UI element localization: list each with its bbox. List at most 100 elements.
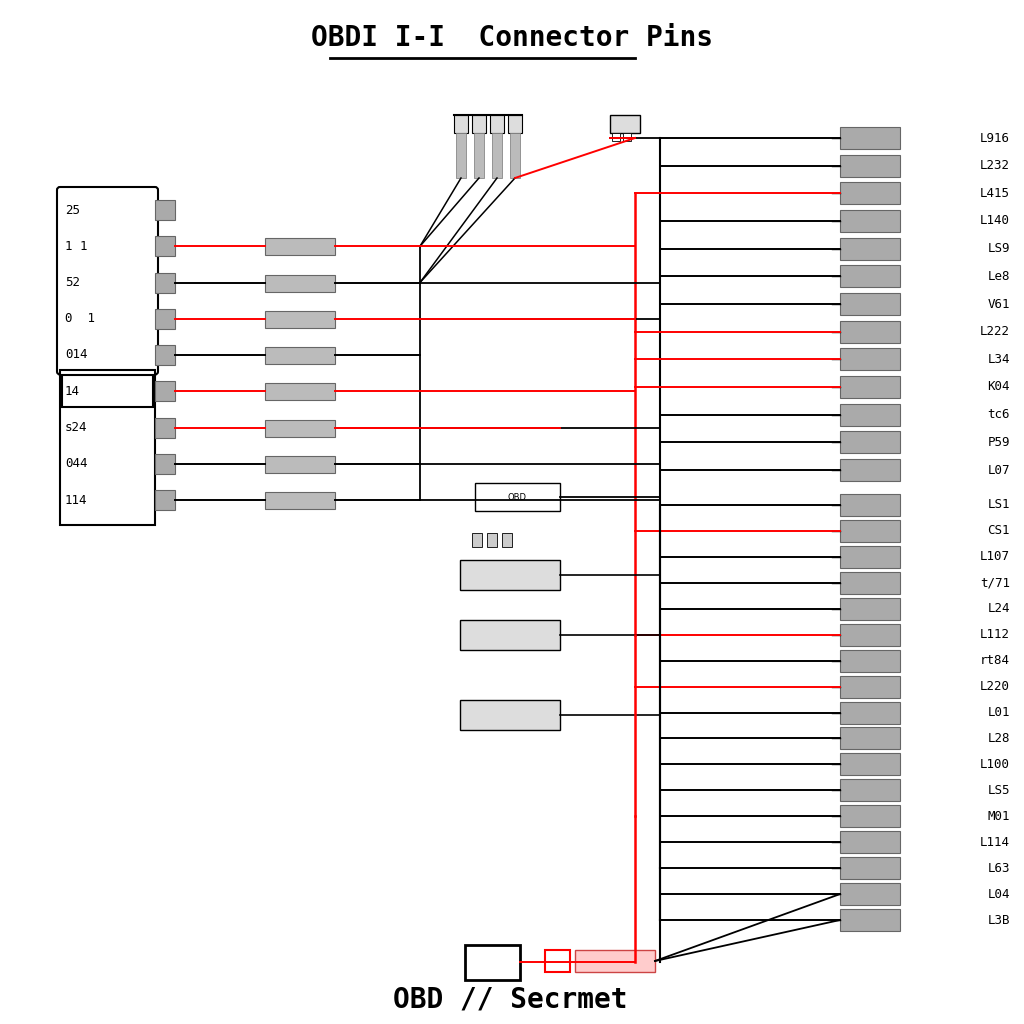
Text: 52: 52 (65, 276, 80, 289)
Text: CS1: CS1 (987, 524, 1010, 538)
Bar (840, 321, 900, 343)
Text: L3B: L3B (987, 913, 1010, 927)
Bar (840, 348, 900, 371)
Text: L916: L916 (980, 131, 1010, 144)
Bar (155, 490, 175, 510)
Text: LS9: LS9 (987, 242, 1010, 255)
Bar (492, 133, 502, 178)
Text: 044: 044 (65, 458, 87, 470)
Text: LS1: LS1 (987, 499, 1010, 512)
Bar (460, 700, 560, 730)
Bar (155, 418, 175, 437)
Text: V61: V61 (987, 298, 1010, 310)
Bar (510, 133, 520, 178)
Text: L100: L100 (980, 758, 1010, 771)
Bar (265, 492, 335, 509)
Bar (155, 454, 175, 474)
Bar (840, 676, 900, 697)
Text: OBD: OBD (508, 493, 527, 502)
Bar (155, 272, 175, 293)
Text: Le8: Le8 (987, 270, 1010, 283)
Bar (487, 534, 497, 547)
Text: t/71: t/71 (980, 577, 1010, 590)
Bar (60, 370, 155, 524)
Bar (840, 155, 900, 177)
Bar (62, 375, 153, 408)
Bar (840, 909, 900, 931)
Bar (265, 274, 335, 292)
Bar (840, 571, 900, 594)
Bar (155, 345, 175, 365)
Bar (575, 950, 655, 972)
Text: L114: L114 (980, 836, 1010, 849)
Bar (840, 127, 900, 150)
Text: L222: L222 (980, 326, 1010, 338)
Text: L63: L63 (987, 861, 1010, 874)
Bar (840, 293, 900, 315)
Bar (265, 420, 335, 436)
Bar (265, 383, 335, 400)
Text: 1 1: 1 1 (65, 240, 87, 253)
Bar (840, 210, 900, 232)
Bar (265, 456, 335, 473)
Bar (545, 950, 570, 972)
Bar (840, 376, 900, 398)
Bar (840, 805, 900, 827)
Bar (460, 560, 560, 590)
Bar (840, 265, 900, 288)
Text: s24: s24 (65, 421, 87, 434)
Bar (840, 494, 900, 516)
Bar (840, 701, 900, 724)
Bar (456, 133, 466, 178)
Bar (623, 133, 631, 141)
Bar (155, 237, 175, 256)
Bar (265, 310, 335, 328)
Bar (840, 831, 900, 853)
Text: L107: L107 (980, 550, 1010, 563)
Text: 0  1: 0 1 (65, 312, 95, 326)
Bar (460, 620, 560, 650)
Bar (840, 182, 900, 205)
Text: OBD // Secrmet: OBD // Secrmet (393, 986, 628, 1014)
Bar (155, 200, 175, 220)
Bar (155, 381, 175, 401)
Bar (502, 534, 512, 547)
Bar (465, 945, 520, 980)
Text: L04: L04 (987, 888, 1010, 900)
Bar (265, 239, 335, 255)
Text: L232: L232 (980, 159, 1010, 172)
Text: L01: L01 (987, 706, 1010, 719)
Text: 114: 114 (65, 494, 87, 507)
Bar (472, 115, 486, 133)
Bar (840, 403, 900, 426)
Text: rt84: rt84 (980, 654, 1010, 667)
Bar (475, 483, 560, 511)
Text: L112: L112 (980, 628, 1010, 641)
Text: 014: 014 (65, 348, 87, 361)
Bar (610, 115, 640, 133)
Bar (840, 546, 900, 568)
Bar (840, 431, 900, 454)
Bar (474, 133, 484, 178)
Bar (840, 727, 900, 750)
FancyBboxPatch shape (57, 187, 158, 375)
Bar (840, 238, 900, 260)
Text: P59: P59 (987, 436, 1010, 449)
Bar (840, 624, 900, 646)
Text: L24: L24 (987, 602, 1010, 615)
Text: tc6: tc6 (987, 409, 1010, 421)
Text: L28: L28 (987, 732, 1010, 744)
Bar (840, 779, 900, 802)
Text: L07: L07 (987, 464, 1010, 476)
Text: M01: M01 (987, 810, 1010, 822)
Text: L140: L140 (980, 214, 1010, 227)
Text: 14: 14 (65, 385, 80, 397)
Bar (840, 857, 900, 880)
Bar (840, 754, 900, 775)
Bar (840, 459, 900, 481)
Bar (265, 347, 335, 364)
Text: L220: L220 (980, 680, 1010, 693)
Text: LS5: LS5 (987, 783, 1010, 797)
Bar (612, 133, 620, 141)
Bar (490, 115, 504, 133)
